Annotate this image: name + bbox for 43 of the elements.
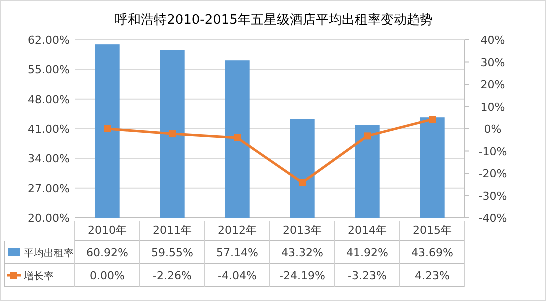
point (104, 126, 111, 132)
data-label: 4.23% (415, 270, 450, 282)
legend-label: 增长率 (23, 270, 54, 282)
y2-tick-label: 30% (480, 56, 506, 70)
data-label: -2.26% (153, 270, 192, 282)
point (364, 132, 371, 140)
y-tick-label: 55.00% (28, 64, 70, 77)
y-tick-label: 62.00% (28, 34, 70, 47)
x-tick-label: 2012年 (218, 224, 257, 237)
point (299, 179, 306, 186)
data-label: 41.92% (346, 246, 388, 260)
y-tick-label: 20.00% (28, 212, 70, 225)
y2-tick-label: 40% (480, 34, 506, 47)
data-label: 57.14% (216, 246, 258, 260)
y2-tick-label: -20% (478, 168, 508, 180)
y2-tick-label: 0% (484, 123, 502, 136)
x-tick-label: 2013年 (283, 224, 322, 237)
legend-label: 平均出租率 (24, 248, 74, 260)
y-tick-label: 34.00% (28, 152, 70, 166)
x-tick-label: 2015年 (413, 224, 452, 237)
x-tick-label: 2011年 (153, 224, 192, 237)
y2-tick-label: 20% (480, 78, 506, 92)
chart-title: 呼和浩特2010-2015年五星级酒店平均出租率变动趋势 (115, 12, 433, 28)
data-label: 0.00% (90, 270, 125, 282)
x-tick-label: 2014年 (348, 224, 387, 237)
y-tick-label: 41.00% (28, 123, 70, 136)
y2-tick-label: -40% (478, 212, 508, 225)
point (169, 130, 176, 138)
data-label: 60.92% (86, 246, 128, 260)
y2-tick-label: -10% (478, 145, 508, 158)
x-tick-label: 2010年 (88, 224, 127, 237)
y-tick-label: 27.00% (28, 182, 70, 196)
point (234, 134, 241, 142)
y2-tick-label: -30% (478, 190, 508, 203)
data-label: -4.04% (218, 270, 257, 282)
data-label: 43.69% (412, 246, 454, 260)
point (429, 116, 436, 124)
data-label: -24.19% (280, 270, 326, 282)
data-label: 43.32% (282, 246, 324, 260)
y2-tick-label: 10% (480, 100, 506, 114)
y-tick-label: 48.00% (28, 93, 70, 106)
data-label: -3.23% (348, 270, 387, 282)
data-label: 59.55% (152, 246, 194, 260)
